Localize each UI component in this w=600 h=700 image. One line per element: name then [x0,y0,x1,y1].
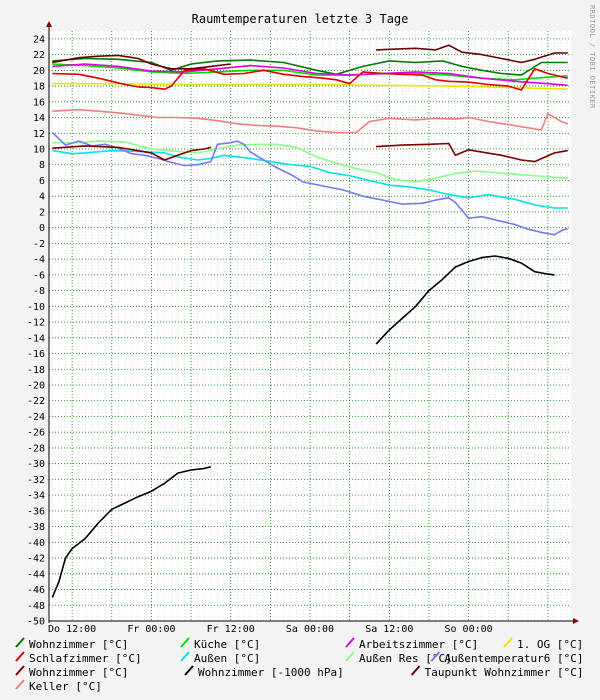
y-tick-label: -14 [27,333,45,344]
series-line [376,142,568,163]
y-tick-label: -48 [27,601,45,612]
legend-swatch [180,651,190,662]
y-tick-label: 18 [33,82,45,93]
chart-credit: RRDTOOL / TOBI OETIKER [588,5,596,109]
legend-swatch [15,679,25,690]
series-line [52,63,568,87]
y-tick-label: -42 [27,554,45,565]
y-tick-label: -2 [33,239,45,250]
y-tick-label: 14 [33,113,45,124]
legend-label: Küche [°C] [194,638,260,651]
series-line [52,108,568,134]
legend-swatch [184,665,194,676]
y-tick-label: 0 [39,223,45,234]
series-line [51,131,568,236]
y-tick-label: -8 [33,286,45,297]
legend-label: Wohnzimmer [-1000 hPa] [198,666,344,679]
x-tick-label: Fr 00:00 [127,624,175,635]
y-tick-label: 16 [33,97,45,108]
y-tick-label: 22 [33,50,45,61]
series-line [52,140,568,183]
legend-label: Keller [°C] [29,680,102,693]
y-tick-label: -20 [27,381,45,392]
legend-label: Außentemperatur6 [°C] [444,652,583,665]
legend-swatch [503,637,513,648]
legend-label: Außen Res [°C] [359,652,452,665]
x-tick-label: Do 12:00 [48,624,96,635]
plot-area: 242220181614121086420-2-4-6-8-10-12-14-1… [27,21,579,635]
y-tick-label: -26 [27,428,45,439]
y-tick-label: 8 [39,160,45,171]
y-tick-label: -10 [27,302,45,313]
y-tick-label: -44 [27,569,45,580]
series-line [376,44,568,64]
legend-label: Wohnzimmer [°C] [29,666,128,679]
legend-swatch [15,637,25,648]
x-axis-arrow [573,618,579,624]
y-tick-label: -28 [27,443,45,454]
y-tick-label: 12 [33,129,45,140]
series-line [52,82,568,90]
y-tick-label: 2 [39,207,45,218]
legend-label: 1. OG [°C] [517,638,583,651]
x-tick-label: So 00:00 [444,624,492,635]
series-line [52,68,568,91]
y-tick-label: 20 [33,66,45,77]
series-line [51,466,212,598]
y-tick-label: -18 [27,365,45,376]
legend-swatch [15,665,25,676]
series-line [52,54,231,70]
legend-swatch [345,651,355,662]
y-tick-label: -4 [33,255,45,266]
legend: Wohnzimmer [°C] Küche [°C] Arbeitszimmer [… [15,637,584,693]
y-tick-label: -32 [27,475,45,486]
y-tick-label: 4 [39,192,45,203]
legend-swatch [15,651,25,662]
legend-label: Wohnzimmer [°C] [29,638,128,651]
legend-label: Schlafzimmer [°C] [29,652,142,665]
legend-swatch [345,637,355,648]
y-tick-label: -24 [27,412,45,423]
y-tick-label: -16 [27,349,45,360]
x-tick-label: Fr 12:00 [207,624,255,635]
y-tick-label: -12 [27,318,45,329]
y-tick-label: 6 [39,176,45,187]
y-tick-label: -50 [27,617,45,628]
y-tick-label: -38 [27,522,45,533]
series-line [375,255,555,345]
y-tick-label: -40 [27,538,45,549]
y-tick-label: -22 [27,396,45,407]
legend-swatch [410,665,421,676]
y-tick-label: 10 [33,145,45,156]
legend-swatch [430,651,441,662]
y-axis-arrow [46,21,52,27]
legend-label: Taupunkt Wohnzimmer [°C] [425,666,584,679]
y-tick-label: -6 [33,270,45,281]
legend-label: Außen [°C] [194,652,260,665]
x-tick-label: Sa 12:00 [365,624,413,635]
y-tick-label: 24 [33,34,45,45]
legend-label: Arbeitszimmer [°C] [359,638,478,651]
x-tick-label: Sa 00:00 [286,624,334,635]
series-line [52,145,212,161]
y-tick-label: -36 [27,506,45,517]
y-tick-label: -30 [27,459,45,470]
y-tick-label: -46 [27,585,45,596]
chart-title: Raumtemperaturen letzte 3 Tage [192,12,409,26]
legend-swatch [180,637,190,648]
y-tick-label: -34 [27,491,45,502]
